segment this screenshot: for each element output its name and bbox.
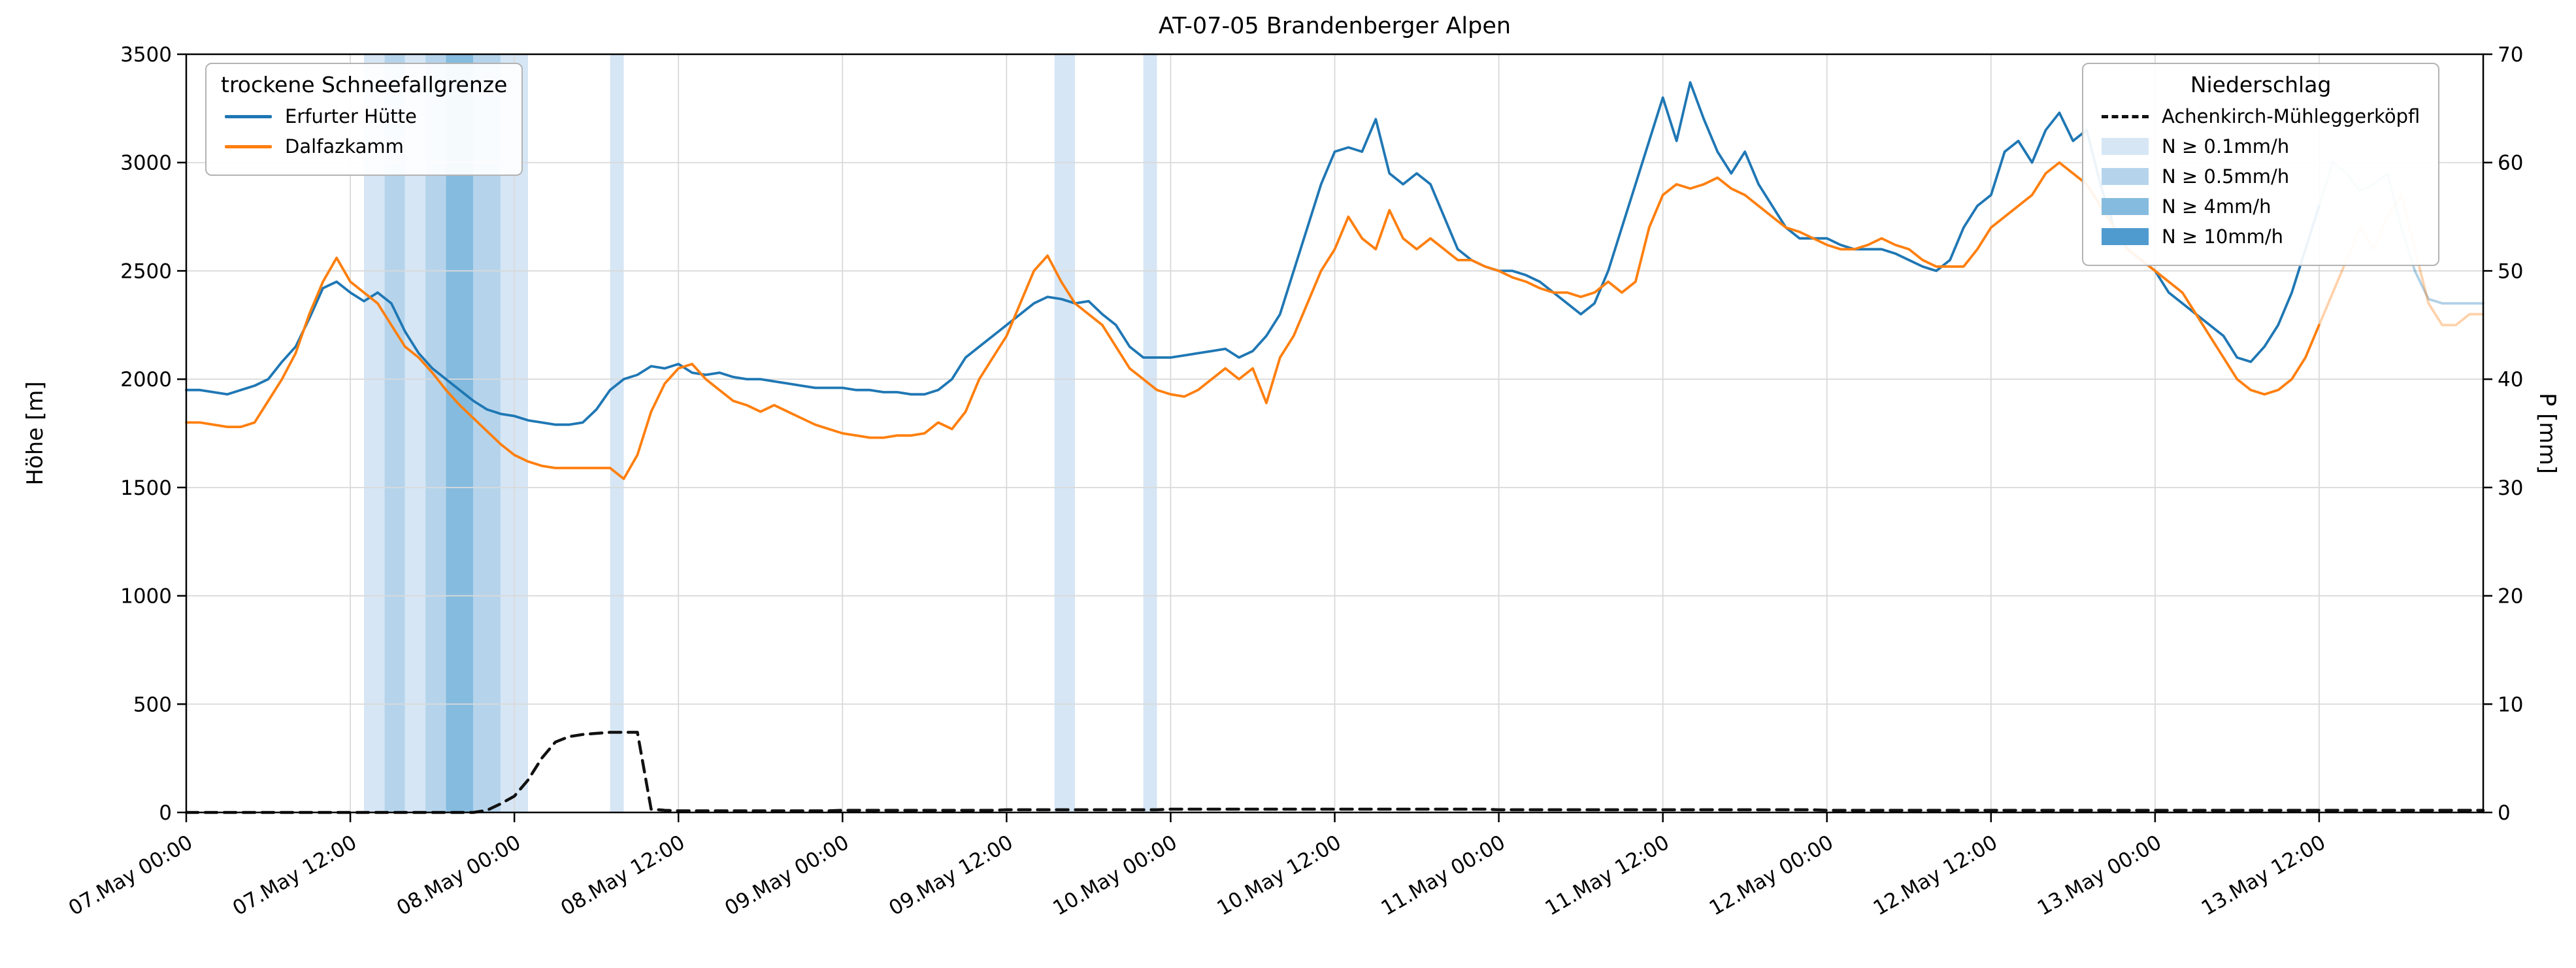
x-tick-label: 13.May 12:00: [2198, 831, 2330, 920]
x-tick-label: 10.May 12:00: [1213, 831, 1345, 920]
y-tick-label-left: 3500: [120, 43, 172, 67]
legend-snowfall-title: trockene Schneefallgrenze: [221, 72, 508, 97]
legend-item-erfurter-huette: Erfurter Hütte: [225, 105, 503, 127]
precip-band: [405, 54, 426, 812]
legend-item-dalfazkamm: Dalfazkamm: [225, 135, 503, 158]
legend-label-n-10: N ≥ 10mm/h: [2162, 225, 2283, 248]
precip-level-4-swatch: [2102, 198, 2149, 215]
y-tick-label-left: 0: [159, 801, 172, 825]
series-line-erfurter-h-tte: [185, 81, 2320, 426]
x-tick-label: 09.May 12:00: [885, 831, 1017, 920]
legend-label-erfurter-huette: Erfurter Hütte: [285, 105, 417, 127]
y-tick-label-right: 50: [2498, 259, 2523, 283]
y-tick-label-left: 500: [133, 693, 172, 716]
x-tick-label: 11.May 00:00: [1377, 831, 1509, 920]
precip-band: [473, 54, 501, 812]
legend-label-achenkirch: Achenkirch-Mühleggerköpfl: [2162, 105, 2420, 127]
precip-band: [364, 54, 385, 812]
precip-band: [610, 54, 624, 812]
y-tick-label-right: 30: [2498, 476, 2523, 500]
precip-bands: [364, 54, 1157, 812]
gridlines: [186, 54, 2483, 813]
y-tick-label-right: 20: [2498, 585, 2523, 609]
x-tick-label: 12.May 12:00: [1870, 831, 2002, 920]
x-tick-label: 07.May 12:00: [229, 831, 361, 920]
y-tick-label-left: 3000: [120, 152, 172, 175]
y-axis-label-left: Höhe [m]: [22, 381, 48, 486]
legend-label-n-0-1: N ≥ 0.1mm/h: [2162, 135, 2290, 158]
precip-level-10-swatch: [2102, 228, 2149, 245]
erfurter-huette-line-swatch: [225, 114, 272, 118]
x-tick-label: 09.May 00:00: [721, 831, 853, 920]
y-tick-label-right: 0: [2498, 801, 2511, 825]
legend-item-n-0-5: N ≥ 0.5mm/h: [2102, 165, 2420, 188]
y-tick-label-right: 40: [2498, 368, 2523, 392]
legend-label-n-0-5: N ≥ 0.5mm/h: [2162, 165, 2290, 188]
legend-precipitation: Niederschlag Achenkirch-Mühleggerköpfl N…: [2082, 63, 2440, 266]
precip-band: [425, 54, 446, 812]
x-tick-label: 08.May 12:00: [557, 831, 689, 920]
x-tick-label: 13.May 00:00: [2034, 831, 2166, 920]
x-tick-label: 12.May 00:00: [1706, 831, 1838, 920]
y-tick-label-left: 2000: [120, 368, 172, 392]
x-tick-label: 11.May 12:00: [1542, 831, 1674, 920]
y-axis-label-right: P [mm]: [2534, 392, 2560, 475]
x-tick-label: 07.May 00:00: [65, 831, 197, 920]
legend-item-n-0-1: N ≥ 0.1mm/h: [2102, 135, 2420, 158]
legend-precipitation-title: Niederschlag: [2190, 72, 2332, 97]
achenkirch-dashed-line-swatch: [2102, 114, 2149, 118]
precip-level-0-1-swatch: [2102, 138, 2149, 155]
precip-band: [446, 54, 474, 812]
x-tick-label: 08.May 00:00: [393, 831, 525, 920]
series-line-dalfazkamm: [185, 161, 2320, 480]
y-tick-label-left: 1500: [120, 476, 172, 500]
y-tick-label-left: 1000: [120, 585, 172, 609]
series-line-achenkirch-m-hleggerk-pfl: [184, 731, 2485, 814]
dalfazkamm-line-swatch: [225, 144, 272, 148]
y-tick-label-right: 60: [2498, 152, 2523, 175]
y-tick-label-left: 2500: [120, 259, 172, 283]
legend-label-dalfazkamm: Dalfazkamm: [285, 135, 404, 158]
precip-band: [1054, 54, 1075, 812]
tick-marks: [177, 53, 2492, 822]
x-tick-label: 10.May 00:00: [1049, 831, 1181, 920]
legend-item-n-4: N ≥ 4mm/h: [2102, 195, 2420, 218]
y-tick-label-right: 70: [2498, 43, 2523, 67]
legend-item-achenkirch: Achenkirch-Mühleggerköpfl: [2102, 105, 2420, 127]
chart-title: AT-07-05 Brandenberger Alpen: [1158, 13, 1511, 39]
legend-label-n-4: N ≥ 4mm/h: [2162, 195, 2271, 218]
legend-item-n-10: N ≥ 10mm/h: [2102, 225, 2420, 248]
legend-snowfall-line: trockene Schneefallgrenze Erfurter Hütte…: [205, 63, 523, 176]
y-tick-label-right: 10: [2498, 693, 2523, 716]
precip-band: [384, 54, 405, 812]
precip-level-0-5-swatch: [2102, 168, 2149, 185]
precip-band: [1143, 54, 1157, 812]
